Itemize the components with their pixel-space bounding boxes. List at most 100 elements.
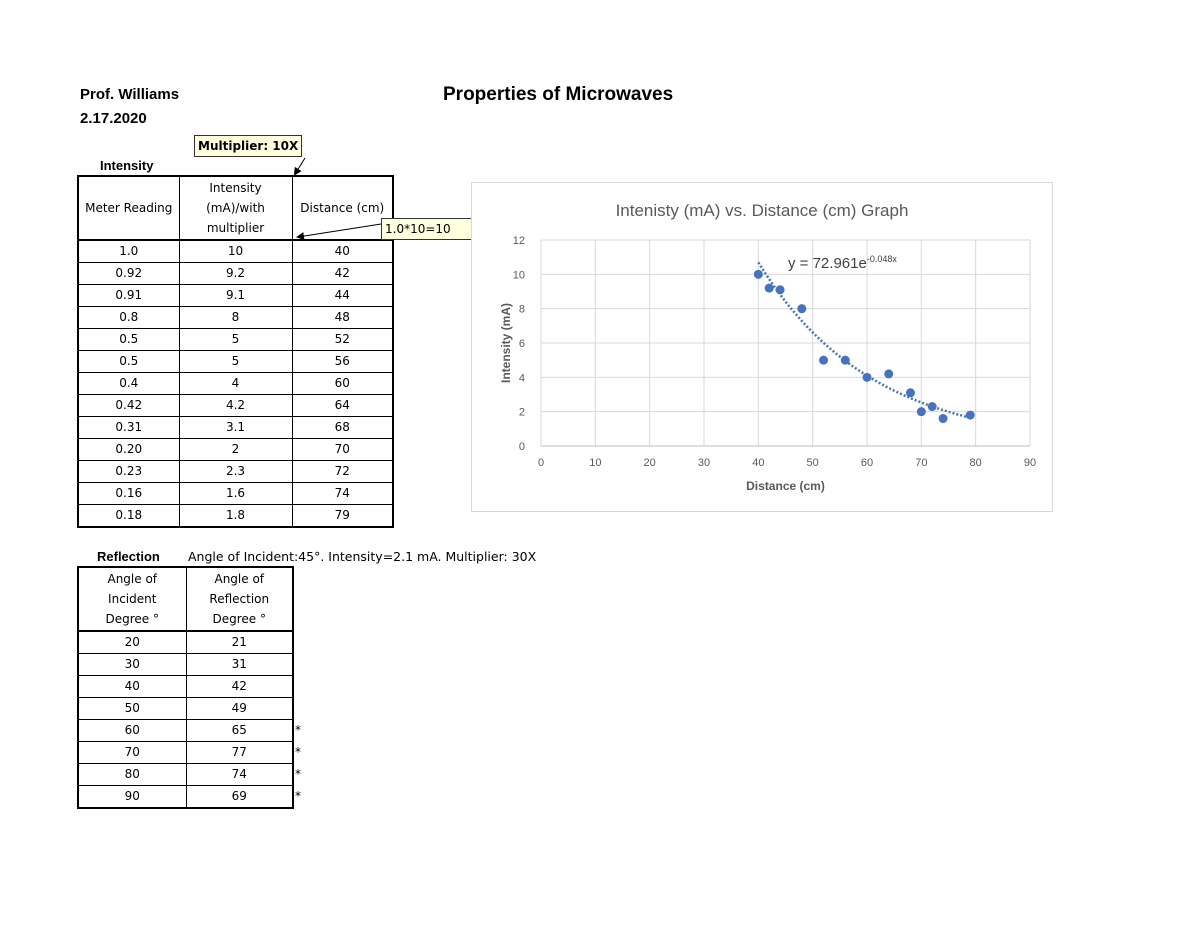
- table-row: 0.16 1.6 74: [77, 482, 394, 505]
- data-point: [927, 402, 937, 412]
- table-row: 80 74: [77, 763, 294, 786]
- angle-reflection-cell: 21: [185, 630, 294, 654]
- data-point: [775, 285, 785, 295]
- distance-cell: 79: [291, 504, 394, 528]
- col-header-angle-incident: Angle of Incident Degree °: [77, 566, 187, 632]
- col-header-angle-reflection: Angle of Reflection Degree °: [185, 566, 294, 632]
- intensity-table: Meter Reading Intensity (mA)/with multip…: [77, 175, 394, 528]
- distance-cell: 48: [291, 306, 394, 329]
- table-row: 0.20 2 70: [77, 438, 394, 461]
- multiplier-arrow-icon: [293, 157, 306, 176]
- angle-reflection-cell: 65: [185, 719, 294, 742]
- outlier-marker: *: [295, 723, 301, 737]
- col-header-intensity: Intensity (mA)/with multiplier: [178, 175, 293, 241]
- table-row: 50 49: [77, 697, 294, 720]
- distance-cell: 74: [291, 482, 394, 505]
- intensity-cell: 9.2: [178, 262, 293, 285]
- x-tick-label: 50: [807, 457, 819, 469]
- y-tick-label: 10: [513, 269, 525, 281]
- table-row: 0.31 3.1 68: [77, 416, 394, 439]
- intensity-distance-chart[interactable]: Intenisty (mA) vs. Distance (cm) Graph 0 2…: [471, 182, 1053, 512]
- outlier-marker: *: [295, 789, 301, 803]
- y-tick-label: 4: [519, 372, 525, 384]
- chart-canvas: Intenisty (mA) vs. Distance (cm) Graph 0 2…: [499, 201, 1036, 493]
- distance-cell: 64: [291, 394, 394, 417]
- angle-reflection-cell: 69: [185, 785, 294, 809]
- angle-incident-cell: 30: [77, 653, 187, 676]
- x-tick-label: 60: [861, 457, 873, 469]
- distance-cell: 70: [291, 438, 394, 461]
- table-row: 0.5 5 56: [77, 350, 394, 373]
- table-row: 0.18 1.8 79: [77, 504, 394, 528]
- x-tick-label: 30: [698, 457, 710, 469]
- page-title: Properties of Microwaves: [443, 84, 674, 105]
- example-calc-callout: 1.0*10=10: [381, 218, 473, 240]
- y-tick-label: 0: [519, 441, 525, 453]
- angle-incident-cell: 80: [77, 763, 187, 786]
- data-point: [905, 388, 915, 398]
- angle-incident-cell: 60: [77, 719, 187, 742]
- data-point: [965, 410, 975, 420]
- trendline: [757, 261, 971, 420]
- reflection-table: Angle of Incident Degree ° Angle of Refl…: [77, 566, 294, 809]
- intensity-cell: 3.1: [178, 416, 293, 439]
- table-row: 90 69: [77, 785, 294, 809]
- table-row: 20 21: [77, 630, 294, 654]
- angle-reflection-cell: 49: [185, 697, 294, 720]
- data-point: [862, 372, 872, 382]
- trendline-equation: y = 72.961e-0.048x: [788, 254, 897, 272]
- table-row: 0.42 4.2 64: [77, 394, 394, 417]
- x-tick-label: 80: [970, 457, 982, 469]
- angle-incident-cell: 50: [77, 697, 187, 720]
- distance-cell: 44: [291, 284, 394, 307]
- meter-reading-cell: 0.4: [77, 372, 180, 395]
- meter-reading-cell: 0.92: [77, 262, 180, 285]
- meter-reading-cell: 0.18: [77, 504, 180, 528]
- col-header-meter-reading: Meter Reading: [77, 175, 180, 241]
- angle-reflection-cell: 31: [185, 653, 294, 676]
- angle-reflection-cell: 77: [185, 741, 294, 764]
- x-tick-label: 10: [589, 457, 601, 469]
- data-point: [797, 304, 807, 314]
- reflection-table-header: Angle of Incident Degree ° Angle of Refl…: [77, 566, 294, 632]
- table-row: 30 31: [77, 653, 294, 676]
- table-row: 60 65: [77, 719, 294, 742]
- outlier-marker: *: [295, 745, 301, 759]
- outlier-marker: *: [295, 767, 301, 781]
- y-axis-label: Intensity (mA): [499, 303, 513, 383]
- angle-reflection-cell: 74: [185, 763, 294, 786]
- x-tick-label: 90: [1024, 457, 1036, 469]
- angle-reflection-cell: 42: [185, 675, 294, 698]
- table-row: 0.23 2.3 72: [77, 460, 394, 483]
- intensity-cell: 1.6: [178, 482, 293, 505]
- angle-incident-cell: 40: [77, 675, 187, 698]
- data-point: [840, 355, 850, 365]
- angle-incident-cell: 20: [77, 630, 187, 654]
- intensity-section-label: Intensity: [100, 158, 154, 173]
- data-point: [753, 269, 763, 279]
- y-tick-label: 12: [513, 235, 525, 247]
- table-row: 0.4 4 60: [77, 372, 394, 395]
- example-arrow-icon: [296, 223, 382, 241]
- x-tick-label: 70: [915, 457, 927, 469]
- distance-cell: 56: [291, 350, 394, 373]
- table-row: 0.92 9.2 42: [77, 262, 394, 285]
- document-date: 2.17.2020: [80, 110, 147, 127]
- y-tick-label: 8: [519, 304, 525, 316]
- angle-incident-cell: 90: [77, 785, 187, 809]
- author-name: Prof. Williams: [80, 86, 180, 103]
- x-tick-label: 20: [644, 457, 656, 469]
- data-point: [916, 407, 926, 417]
- reflection-section-label: Reflection: [97, 549, 160, 564]
- angle-incident-cell: 70: [77, 741, 187, 764]
- table-row: 40 42: [77, 675, 294, 698]
- data-point: [938, 414, 948, 424]
- table-row: 70 77: [77, 741, 294, 764]
- y-tick-label: 2: [519, 407, 525, 419]
- multiplier-callout: Multiplier: 10X: [194, 135, 303, 157]
- meter-reading-cell: 0.16: [77, 482, 180, 505]
- data-point: [884, 369, 894, 379]
- data-point: [819, 355, 829, 365]
- x-axis-label: Distance (cm): [746, 479, 825, 493]
